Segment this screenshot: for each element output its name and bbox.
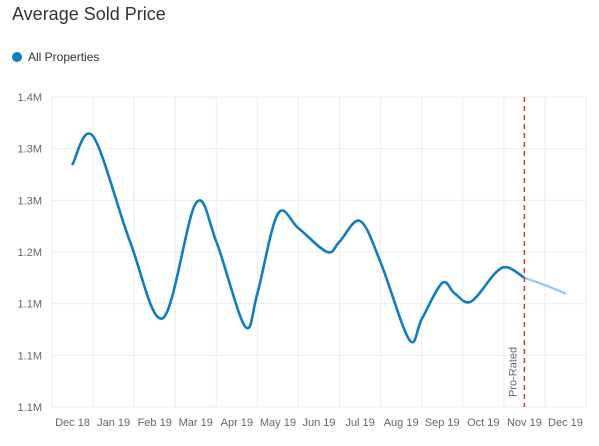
y-tick-label: 1.2M [18,247,42,259]
x-tick-label: Nov 19 [507,417,542,429]
legend[interactable]: All Properties [12,50,99,64]
chart-title: Average Sold Price [12,4,166,24]
x-tick-label: Jan 19 [97,417,130,429]
x-tick-label: Dec 19 [548,417,583,429]
x-tick-label: Sep 19 [425,417,460,429]
y-tick-label: 1.1M [18,350,42,362]
x-tick-label: Apr 19 [221,417,253,429]
series-line-all-properties [71,132,526,344]
y-tick-label: 1.4M [18,92,42,104]
y-tick-label: 1.1M [18,402,42,414]
y-tick-label: 1.1M [18,299,42,311]
legend-label: All Properties [28,50,100,64]
x-tick-label: Aug 19 [384,417,419,429]
x-tick-label: Mar 19 [179,417,213,429]
x-tick-label: Jun 19 [302,417,335,429]
x-tick-label: Feb 19 [138,417,172,429]
y-tick-label: 1.3M [18,195,42,207]
x-tick-label: Dec 18 [55,417,90,429]
legend-marker [12,52,22,62]
x-tick-label: May 19 [260,417,296,429]
x-tick-label: Oct 19 [467,417,499,429]
series-line-pro-rated [523,276,567,295]
x-tick-label: Jul 19 [345,417,374,429]
y-tick-label: 1.3M [18,144,42,156]
pro-rated-label: Pro-Rated [507,347,519,397]
